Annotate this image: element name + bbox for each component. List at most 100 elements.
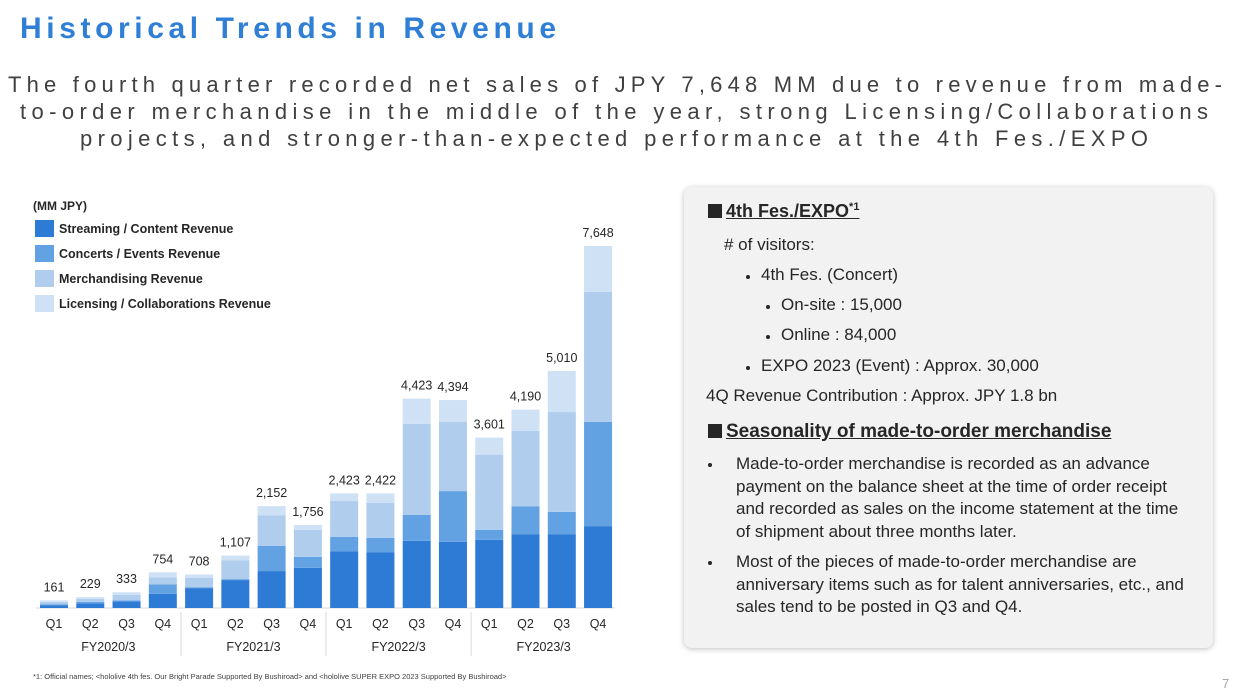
bar-segment — [584, 526, 613, 608]
bar-segment — [438, 491, 467, 542]
title: Historical Trends in Revenue — [20, 12, 556, 45]
bar-segment — [76, 599, 105, 602]
info-panel: 4th Fes./EXPO*1 # of visitors: 4th Fes. … — [684, 187, 1213, 648]
paragraph: Most of the pieces of made-to-order merc… — [736, 552, 1184, 616]
legend-label: Concerts / Events Revenue — [59, 247, 220, 261]
bar-segment — [293, 529, 322, 557]
item: EXPO 2023 (Event) : Approx. 30,000 — [761, 356, 1039, 375]
note: *1 — [849, 201, 860, 213]
bar-segment — [511, 409, 540, 431]
bar-segment — [112, 601, 141, 608]
group-label: FY2020/3 — [81, 640, 135, 654]
legend-swatch — [35, 295, 54, 312]
bar-segment — [293, 524, 322, 530]
x-tick-label: Q2 — [227, 617, 244, 631]
legend-swatch — [35, 270, 54, 287]
bar-segment — [584, 421, 613, 527]
bar-segment — [293, 567, 322, 608]
bar-segment — [402, 398, 431, 424]
bar-segment — [221, 560, 250, 580]
bar-segment — [547, 511, 576, 535]
x-tick-label: Q2 — [517, 617, 534, 631]
bar-segment — [257, 515, 286, 546]
bar-segment — [438, 541, 467, 608]
total-label: 2,152 — [256, 486, 287, 500]
x-tick-label: Q3 — [553, 617, 570, 631]
bar-segment — [547, 534, 576, 608]
bullet — [746, 275, 750, 279]
bar-segment — [221, 555, 250, 561]
subtitle: to-order merchandise in the middle of th… — [20, 99, 1208, 124]
group-label: FY2022/3 — [371, 640, 425, 654]
item: 4th Fes. (Concert) — [761, 265, 898, 284]
item: On-site : 15,000 — [781, 295, 902, 314]
item: Online : 84,000 — [781, 325, 897, 344]
bar-segment — [148, 572, 177, 578]
bar-segment — [402, 423, 431, 515]
bar-segment — [402, 514, 431, 541]
paragraph: Made-to-order merchandise is recorded as… — [736, 454, 1179, 541]
bar-segment — [40, 605, 68, 608]
bar-segment — [148, 593, 177, 608]
bar-segment — [293, 556, 322, 568]
x-tick-label: Q2 — [372, 617, 389, 631]
text: # of visitors: — [724, 235, 815, 254]
page-number: 7 — [1222, 676, 1229, 691]
total-label: 2,423 — [329, 473, 360, 487]
bar-segment — [438, 421, 467, 492]
heading: Seasonality of made-to-order merchandise — [708, 421, 1111, 443]
x-tick-label: Q1 — [46, 617, 63, 631]
heading-text: 4th Fes./EXPO — [726, 201, 850, 221]
bar-segment — [511, 430, 540, 507]
bar-segment — [547, 412, 576, 512]
bar-segment — [366, 493, 395, 503]
legend-label: Licensing / Collaborations Revenue — [59, 297, 271, 311]
bar-segment — [221, 579, 250, 581]
bar-segment — [257, 506, 286, 516]
total-label: 1,756 — [292, 505, 323, 519]
bar-segment — [76, 601, 105, 604]
footnote: *1: Official names; <hololive 4th fes. O… — [33, 672, 507, 681]
bar-segment — [330, 493, 359, 502]
bar-segment — [438, 400, 467, 422]
bar-segment — [257, 545, 286, 572]
total-label: 708 — [189, 554, 210, 568]
bar-segment — [185, 577, 214, 588]
bar-segment — [40, 604, 68, 606]
bullet — [746, 366, 750, 370]
group-label: FY2023/3 — [517, 640, 571, 654]
x-tick-label: Q3 — [408, 617, 425, 631]
legend-label: Streaming / Content Revenue — [59, 222, 233, 236]
x-tick-label: Q1 — [191, 617, 208, 631]
group-label: FY2021/3 — [226, 640, 280, 654]
total-label: 4,423 — [401, 379, 432, 393]
bullet — [766, 335, 770, 339]
bar-segment — [185, 588, 214, 608]
total-label: 5,010 — [546, 351, 577, 365]
x-tick-label: Q1 — [336, 617, 353, 631]
x-tick-label: Q1 — [481, 617, 498, 631]
total-label: 4,190 — [510, 390, 541, 404]
x-tick-label: Q4 — [300, 617, 317, 631]
bar-segment — [366, 552, 395, 608]
x-tick-label: Q3 — [263, 617, 280, 631]
total-label: 3,601 — [474, 418, 505, 432]
total-label: 7,648 — [582, 226, 613, 240]
bar-segment — [511, 506, 540, 535]
total-label: 161 — [44, 580, 65, 594]
total-label: 1,107 — [220, 536, 251, 550]
bar-segment — [112, 600, 141, 602]
x-tick-label: Q4 — [590, 617, 607, 631]
bar-segment — [366, 502, 395, 538]
bullet — [766, 305, 770, 309]
legend-swatch — [35, 220, 54, 237]
bar-segment — [584, 291, 613, 422]
bar-segment — [148, 584, 177, 594]
bar-segment — [40, 600, 68, 602]
bar-segment — [112, 592, 141, 595]
bar-segment — [330, 537, 359, 552]
bar-segment — [76, 597, 105, 600]
bar-segment — [185, 574, 214, 578]
